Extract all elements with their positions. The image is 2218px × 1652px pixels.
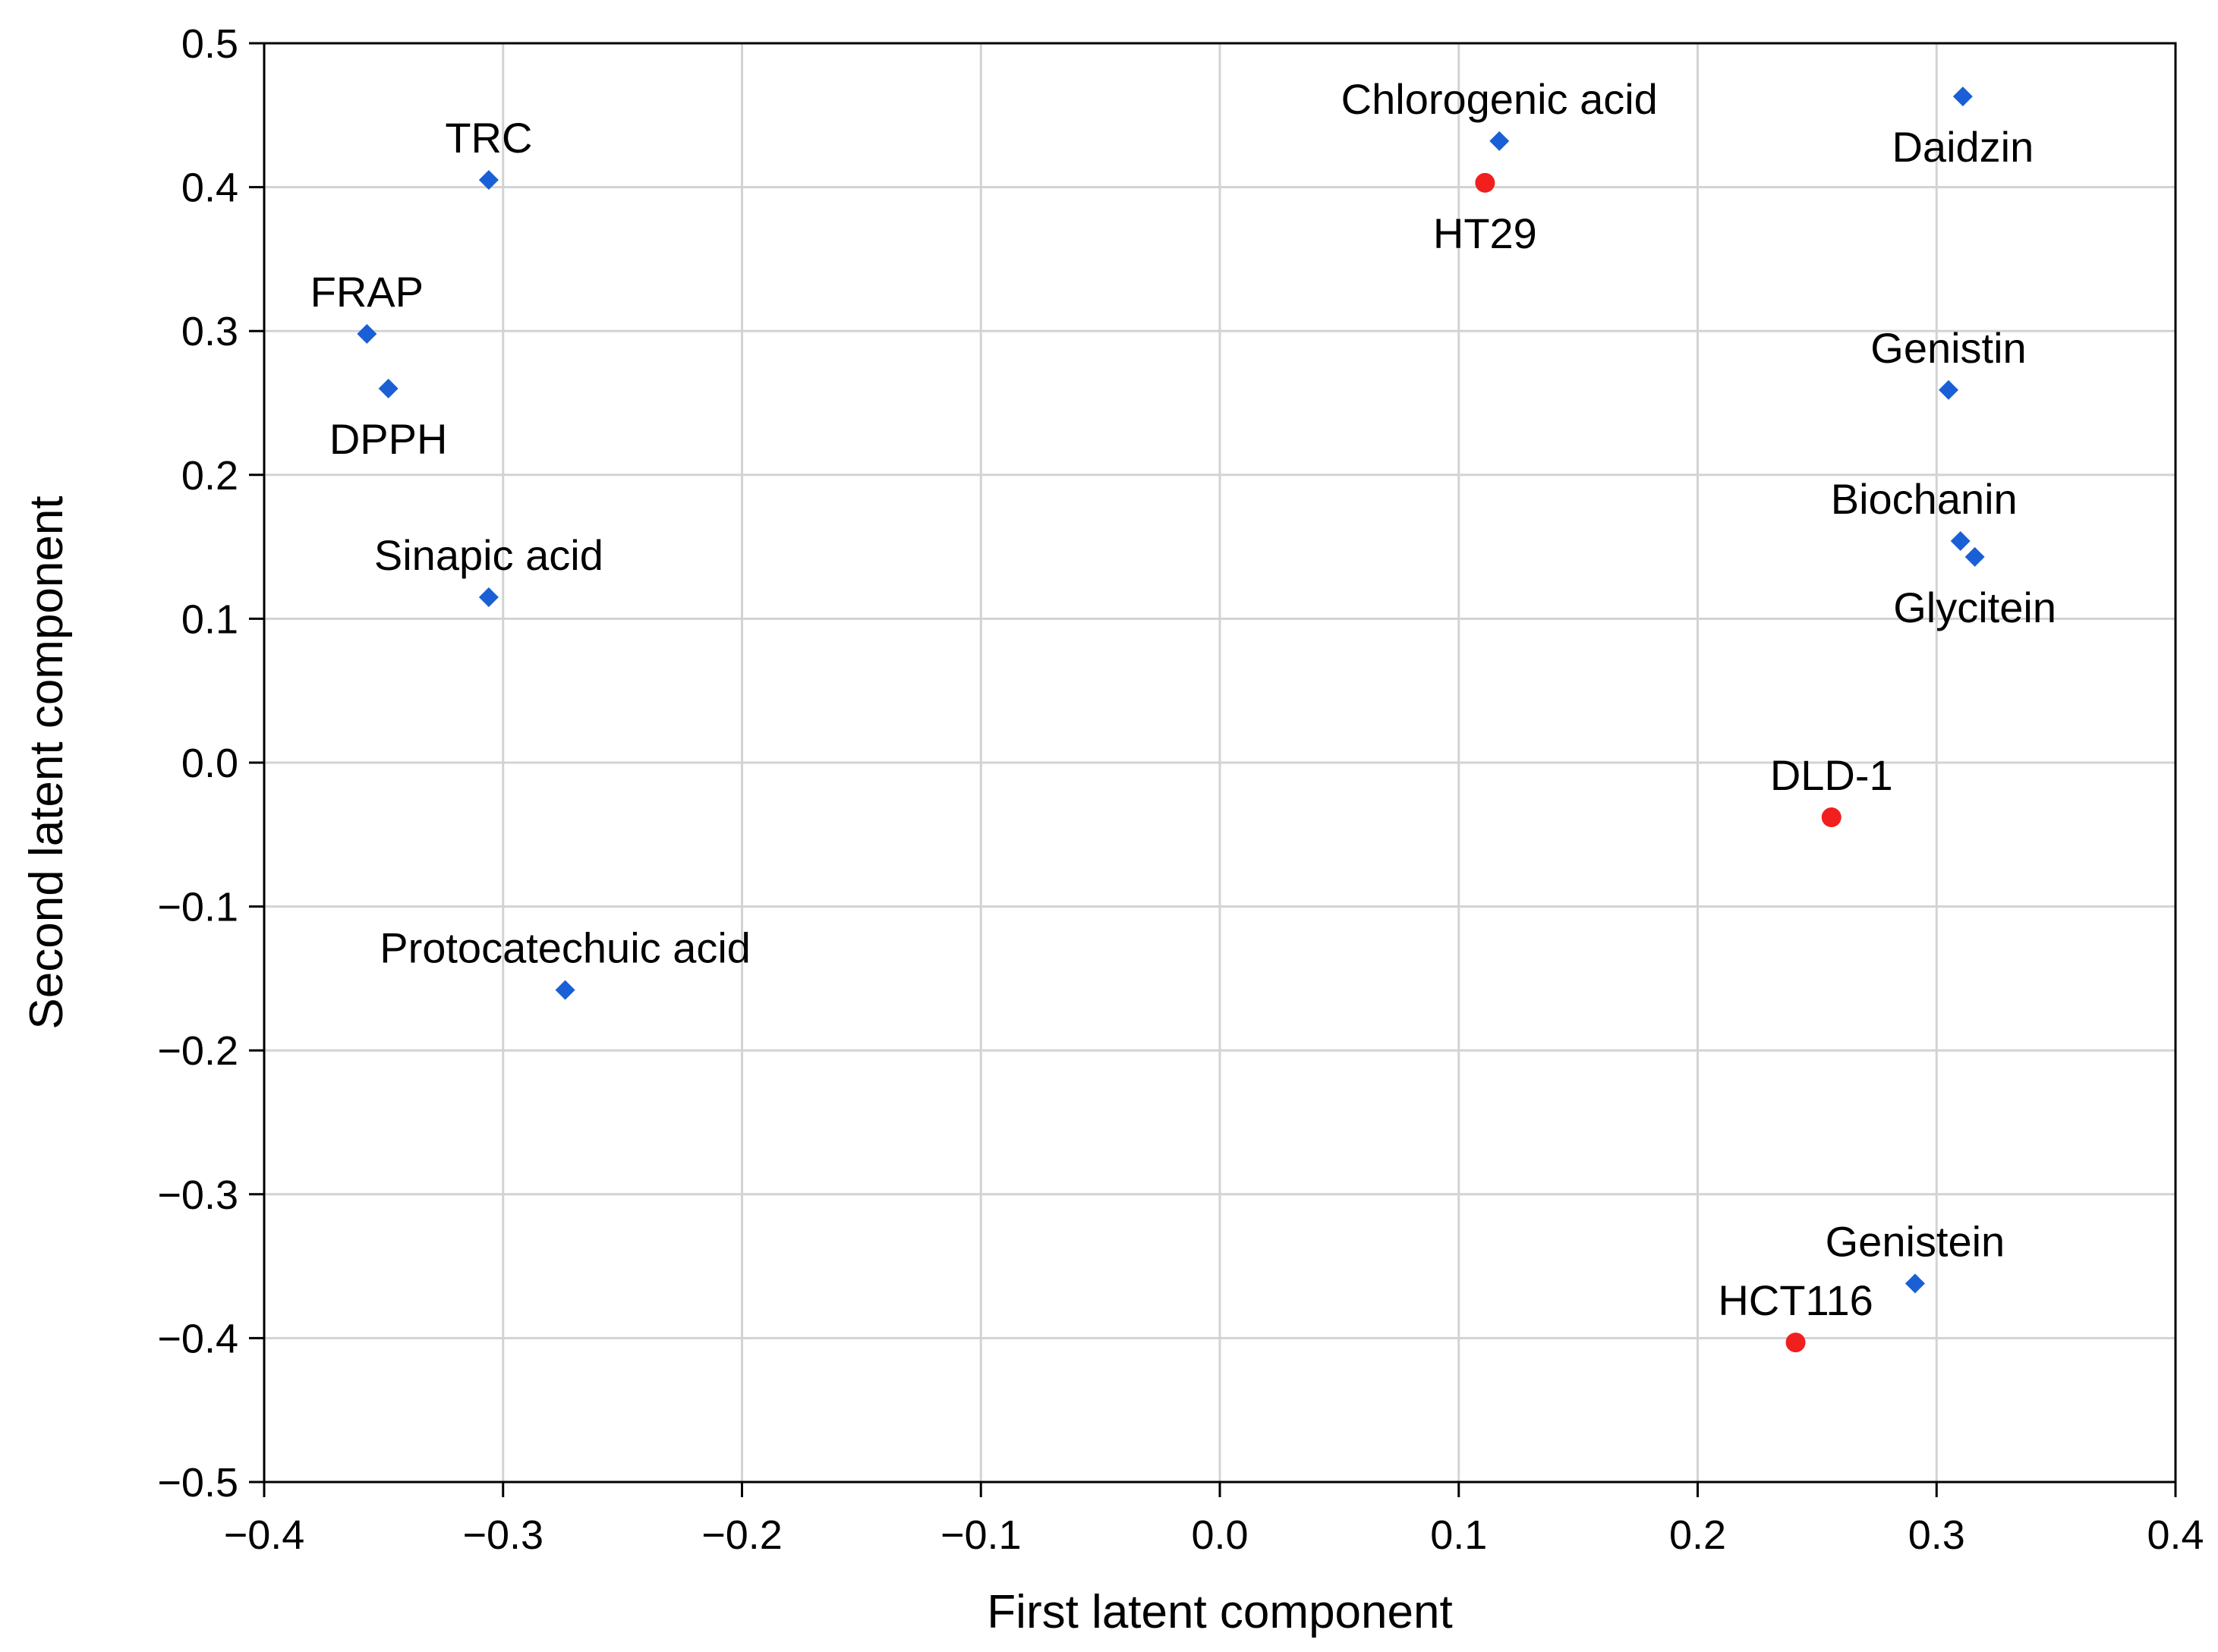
x-tick-label: 0.2 bbox=[1669, 1512, 1726, 1558]
y-tick-label: −0.4 bbox=[157, 1316, 238, 1361]
y-tick-label: −0.5 bbox=[157, 1460, 238, 1506]
predictor-point bbox=[478, 170, 499, 190]
y-axis-title: Second latent component bbox=[20, 496, 73, 1029]
predictor-point bbox=[1950, 531, 1971, 552]
x-tick-label: −0.2 bbox=[701, 1512, 783, 1558]
point-label: HCT116 bbox=[1718, 1276, 1873, 1324]
response-point bbox=[1785, 1333, 1806, 1353]
point-label: DPPH bbox=[329, 415, 448, 463]
predictor-point bbox=[1952, 87, 1973, 107]
predictor-point bbox=[357, 323, 377, 344]
x-tick-label: −0.3 bbox=[462, 1512, 543, 1558]
data-point-labels: TRC FRAP DPPH Sinapic acid Protocatechuic ac… bbox=[310, 75, 2056, 1324]
predictor-point bbox=[478, 587, 499, 607]
point-label: FRAP bbox=[310, 268, 424, 316]
y-tick-label: −0.3 bbox=[157, 1172, 238, 1218]
data-points bbox=[357, 87, 1985, 1353]
predictor-point bbox=[1905, 1273, 1925, 1294]
y-tick-label: −0.2 bbox=[157, 1028, 238, 1074]
response-point bbox=[1475, 172, 1495, 193]
predictor-point bbox=[378, 379, 399, 399]
y-tick-label: 0.1 bbox=[181, 596, 238, 642]
point-label: Glycitein bbox=[1893, 584, 2056, 631]
y-tick-label: 0.4 bbox=[181, 165, 238, 211]
point-label: Sinapic acid bbox=[374, 531, 603, 579]
x-tick-label: 0.0 bbox=[1191, 1512, 1248, 1558]
y-tick-label: 0.5 bbox=[181, 21, 238, 67]
point-label: DLD-1 bbox=[1770, 751, 1893, 799]
axis-ticks bbox=[249, 42, 2177, 1497]
x-tick-label: 0.3 bbox=[1908, 1512, 1965, 1558]
axis-tick-labels: −0.4 −0.3 −0.2 −0.1 0.0 0.1 0.2 0.3 0.4 −0.5 −0.4 −… bbox=[157, 21, 2204, 1558]
x-tick-label: 0.1 bbox=[1430, 1512, 1487, 1558]
point-label: Genistin bbox=[1870, 324, 2026, 372]
x-tick-label: −0.4 bbox=[224, 1512, 305, 1558]
response-point bbox=[1821, 807, 1842, 828]
grid-lines bbox=[263, 42, 2177, 1484]
point-label: Protocatechuic acid bbox=[380, 924, 751, 972]
point-label: TRC bbox=[445, 114, 532, 162]
x-axis-title: First latent component bbox=[987, 1586, 1452, 1638]
point-label: Biochanin bbox=[1831, 475, 2018, 523]
predictor-point bbox=[1938, 379, 1958, 400]
predictor-point bbox=[555, 980, 575, 1000]
point-label: HT29 bbox=[1433, 209, 1537, 257]
predictor-point bbox=[1964, 546, 1985, 567]
y-tick-label: 0.2 bbox=[181, 453, 238, 499]
y-tick-label: 0.0 bbox=[181, 741, 238, 786]
y-tick-label: −0.1 bbox=[157, 885, 238, 930]
x-tick-label: 0.4 bbox=[2147, 1512, 2204, 1558]
point-label: Daidzin bbox=[1892, 123, 2034, 171]
predictor-point bbox=[1489, 131, 1510, 151]
point-label: Chlorogenic acid bbox=[1341, 75, 1658, 123]
x-tick-label: −0.1 bbox=[940, 1512, 1022, 1558]
y-tick-label: 0.3 bbox=[181, 309, 238, 354]
point-label: Genistein bbox=[1826, 1217, 2005, 1265]
